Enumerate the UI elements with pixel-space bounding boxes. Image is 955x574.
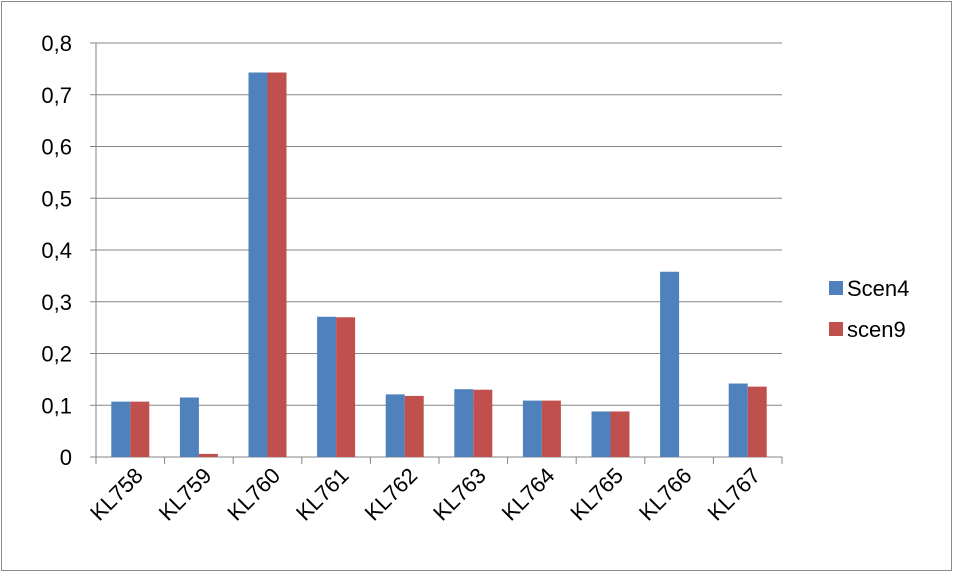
bar-scen4-kl761	[317, 316, 337, 457]
legend-swatch	[829, 322, 843, 336]
bar-scen4-kl760	[248, 72, 268, 457]
bar-scen9-kl767	[747, 386, 767, 457]
y-tick-label: 0	[60, 445, 72, 470]
legend-swatch	[829, 281, 843, 295]
x-tick-label: KL766	[634, 463, 697, 526]
y-tick-label: 0,6	[41, 135, 72, 160]
y-tick-label: 0,8	[41, 31, 72, 56]
x-tick-label: KL767	[703, 463, 766, 526]
bar-scen9-kl765	[610, 411, 630, 457]
x-tick-label: KL758	[85, 463, 148, 526]
bar-scen4-kl759	[179, 397, 199, 457]
bar-scen9-kl760	[267, 72, 287, 457]
x-tick-label: KL765	[565, 463, 628, 526]
bar-scen9-kl758	[130, 401, 150, 457]
bar-scen9-kl763	[473, 389, 493, 457]
y-tick-label: 0,5	[41, 186, 72, 211]
bar-scen4-kl758	[111, 401, 131, 457]
x-tick-label: KL759	[154, 463, 217, 526]
bar-scen4-kl766	[660, 271, 680, 457]
y-tick-label: 0,7	[41, 83, 72, 108]
x-tick-label: KL760	[222, 463, 285, 526]
y-tick-label: 0,3	[41, 290, 72, 315]
legend-label: Scen4	[847, 276, 909, 301]
x-tick-label: KL763	[428, 463, 491, 526]
bar-scen9-kl762	[404, 395, 424, 457]
y-tick-label: 0,4	[41, 238, 72, 263]
bar-scen4-kl767	[728, 383, 748, 457]
bar-scen4-kl763	[454, 389, 474, 457]
x-tick-label: KL761	[291, 463, 354, 526]
legend-label: scen9	[847, 317, 906, 342]
y-tick-label: 0,1	[41, 393, 72, 418]
bar-scen9-kl764	[541, 400, 561, 457]
bar-scen9-kl761	[336, 317, 356, 457]
x-tick-label: KL764	[497, 463, 560, 526]
y-tick-label: 0,2	[41, 342, 72, 367]
bar-scen9-kl759	[198, 453, 218, 457]
x-tick-label: KL762	[360, 463, 423, 526]
bar-scen4-kl762	[385, 394, 405, 457]
bar-scen4-kl764	[522, 400, 542, 457]
bar-scen4-kl765	[591, 411, 611, 457]
